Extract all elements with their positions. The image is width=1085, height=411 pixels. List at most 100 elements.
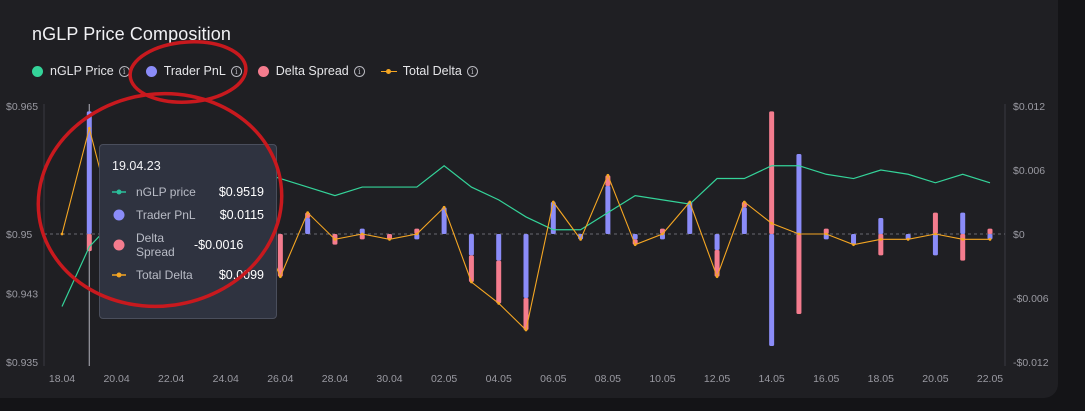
dot-marker-icon — [112, 209, 126, 221]
y-right-tick-label: $0 — [1013, 229, 1025, 241]
total-delta-point — [606, 173, 610, 177]
delta-spread-swatch — [257, 65, 269, 77]
legend-item-total-delta[interactable]: Total Delta i — [380, 64, 478, 78]
x-tick-label: 04.05 — [486, 373, 512, 385]
x-tick-label: 10.05 — [649, 373, 675, 385]
total-delta-point — [415, 232, 419, 236]
delta-spread-bar — [496, 260, 502, 304]
y-left-tick-label: $0.935 — [6, 357, 38, 369]
total-delta-point — [742, 200, 746, 204]
total-delta-point — [360, 232, 364, 236]
x-tick-label: 20.04 — [103, 373, 129, 385]
tooltip-value: -$0.0016 — [194, 238, 244, 252]
x-tick-label: 24.04 — [213, 373, 239, 385]
tooltip-row-ngl-price: nGLP price $0.9519 — [112, 185, 264, 199]
delta-spread-bar — [823, 228, 829, 234]
total-delta-point — [633, 243, 637, 247]
total-delta-point — [524, 328, 528, 332]
line-marker-icon — [112, 188, 126, 196]
line-marker-icon — [112, 271, 126, 279]
trader-pnl-bar — [851, 234, 857, 245]
total-delta-point — [551, 200, 555, 204]
x-tick-label: 18.05 — [868, 373, 894, 385]
tooltip-label: nGLP price — [136, 185, 196, 199]
tooltip-value: $0.0115 — [219, 208, 264, 222]
trader-pnl-bar — [496, 234, 502, 261]
delta-spread-bar — [387, 234, 393, 240]
delta-spread-bar — [714, 250, 720, 277]
total-delta-point — [824, 232, 828, 236]
delta-spread-bar — [277, 234, 283, 277]
trader-pnl-bar — [987, 234, 993, 240]
trader-pnl-bar — [769, 234, 775, 346]
total-delta-point — [934, 232, 937, 236]
tooltip-date: 19.04.23 — [112, 159, 161, 173]
chart-card: nGLP Price Composition nGLP Price i Trad… — [0, 0, 1058, 398]
total-delta-point — [87, 126, 91, 130]
x-tick-label: 20.05 — [922, 373, 948, 385]
total-delta-point — [879, 237, 883, 241]
total-delta-point — [688, 200, 692, 204]
trader-pnl-bar — [823, 234, 829, 240]
total-delta-point — [497, 301, 501, 305]
tooltip-label: Total Delta — [136, 268, 193, 282]
ngl-price-swatch — [32, 65, 43, 77]
total-delta-point — [961, 237, 965, 241]
delta-spread-bar — [932, 212, 938, 234]
trader-pnl-bar — [714, 234, 720, 250]
x-tick-label: 30.04 — [376, 373, 402, 385]
y-right-tick-label: $0.006 — [1013, 165, 1045, 177]
y-right-tick-label: -$0.012 — [1013, 357, 1049, 369]
y-right-tick-label: $0.012 — [1013, 101, 1045, 113]
y-left-tick-label: $0.965 — [6, 101, 38, 113]
delta-spread-bar — [878, 234, 884, 256]
x-tick-label: 12.05 — [704, 373, 730, 385]
trader-pnl-bar — [305, 218, 311, 234]
x-tick-label: 26.04 — [267, 373, 293, 385]
tooltip-row-trader-pnl: Trader PnL $0.0115 — [112, 208, 264, 222]
total-delta-swatch — [380, 66, 397, 77]
y-left-tick-label: $0.95 — [6, 229, 32, 241]
total-delta-point — [988, 237, 992, 241]
legend-item-delta-spread[interactable]: Delta Spread i — [257, 64, 365, 78]
x-tick-label: 22.05 — [977, 373, 1003, 385]
trader-pnl-bar — [441, 207, 447, 234]
total-delta-point — [388, 237, 391, 241]
total-delta-point — [770, 221, 774, 225]
trader-pnl-bar — [468, 234, 474, 256]
legend-label: Total Delta — [402, 64, 462, 78]
legend-label: Delta Spread — [275, 64, 349, 78]
delta-spread-bar — [523, 298, 529, 330]
y-right-tick-label: -$0.006 — [1013, 293, 1049, 305]
info-icon[interactable]: i — [353, 65, 365, 77]
info-icon[interactable]: i — [466, 65, 478, 77]
x-tick-label: 22.04 — [158, 373, 184, 385]
trader-pnl-bar — [414, 234, 420, 240]
tooltip-label: Trader PnL — [136, 208, 196, 222]
trader-pnl-bar — [523, 234, 529, 298]
delta-spread-bar — [769, 111, 775, 234]
trader-pnl-bar — [878, 218, 884, 234]
total-delta-point — [442, 205, 446, 209]
trader-pnl-bar — [687, 202, 693, 234]
trader-pnl-bar — [359, 228, 365, 234]
total-delta-point — [306, 211, 310, 215]
trader-pnl-bar — [605, 186, 611, 234]
tooltip-value: $0.9519 — [218, 185, 264, 199]
trader-pnl-bar — [905, 234, 911, 240]
x-tick-label: 28.04 — [322, 373, 348, 385]
x-tick-label: 06.05 — [540, 373, 566, 385]
total-delta-point — [333, 237, 337, 241]
x-tick-label: 18.04 — [49, 373, 75, 385]
trader-pnl-bar — [632, 234, 638, 240]
total-delta-point — [906, 237, 910, 241]
legend-label: nGLP Price — [50, 64, 114, 78]
total-delta-point — [278, 275, 282, 279]
delta-spread-bar — [86, 234, 92, 252]
x-tick-label: 14.05 — [759, 373, 785, 385]
delta-spread-bar — [960, 234, 966, 261]
y-left-tick-label: $0.943 — [6, 289, 38, 301]
total-delta-point — [579, 237, 582, 241]
trader-pnl-bar — [960, 212, 966, 234]
x-tick-label: 08.05 — [595, 373, 621, 385]
